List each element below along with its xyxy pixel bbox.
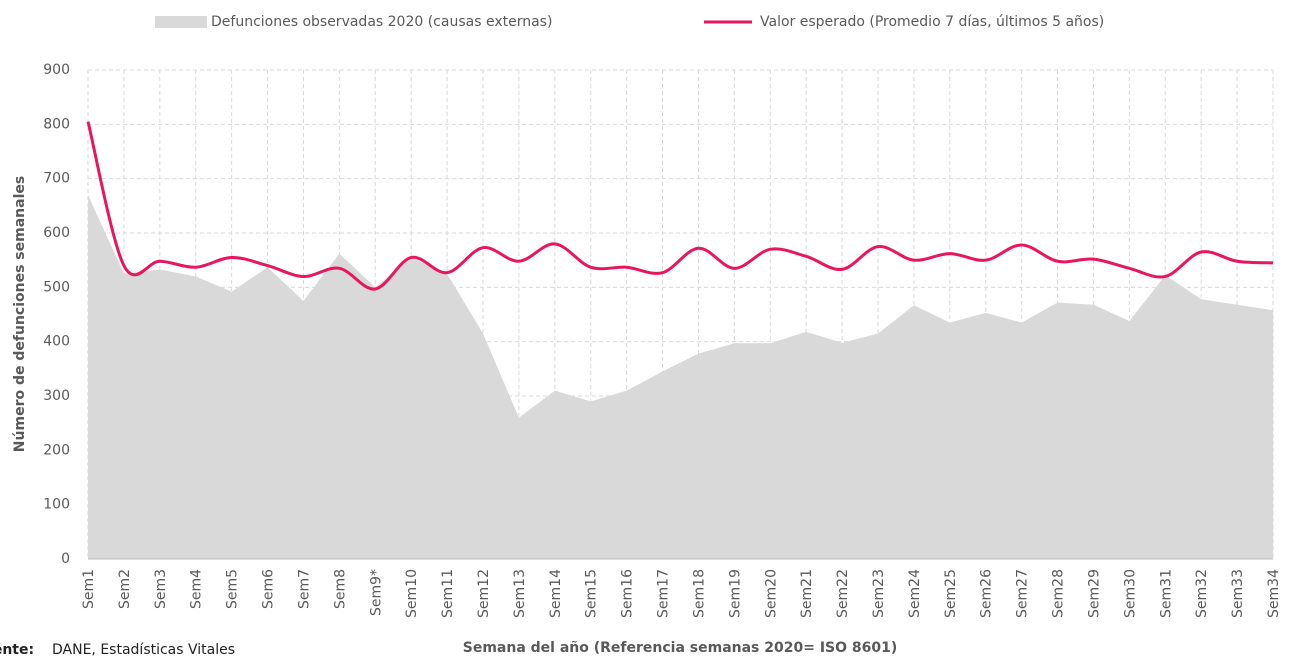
x-tick-label: Sem1 [81,569,97,609]
x-tick-label: Sem19 [727,569,743,618]
y-tick-label: 900 [43,62,70,78]
y-tick-label: 800 [43,116,70,132]
y-tick-label: 700 [43,171,70,187]
x-tick-label: Sem14 [548,569,564,618]
x-tick-label: Sem10 [404,569,420,618]
y-tick-label: 400 [43,334,70,350]
x-tick-label: Sem21 [799,569,815,618]
x-tick-label: Sem27 [1015,569,1031,618]
source-label: Fuente: [0,642,34,658]
x-tick-label: Sem33 [1230,569,1246,618]
x-tick-label: Sem26 [979,569,995,618]
x-tick-label: Sem4 [189,569,205,609]
x-tick-label: Sem34 [1266,569,1282,618]
line [86,121,1274,291]
x-tick-label: Sem29 [1086,569,1102,618]
x-tick-label: Sem30 [1122,569,1138,618]
x-tick-label: Sem25 [943,569,959,618]
x-tick-label: Sem28 [1051,569,1067,618]
legend-label: Valor esperado (Promedio 7 días, últimos… [760,14,1104,30]
x-tick-label: Sem18 [691,569,707,618]
x-tick-label: Sem15 [584,569,600,618]
y-tick-label: 100 [43,497,70,513]
x-tick-label: Sem20 [763,569,779,618]
x-tick-label: Sem9* [368,569,384,616]
x-tick-label: Sem31 [1158,569,1174,618]
legend-swatch [155,16,207,28]
x-tick-label: Sem16 [620,569,636,618]
y-tick-label: 500 [43,279,70,295]
x-tick-label: Sem2 [117,569,133,609]
x-tick-label: Sem5 [225,569,241,609]
y-tick-label: 600 [43,225,70,241]
legend-label: Defunciones observadas 2020 (causas exte… [211,14,552,30]
x-axis-title: Semana del año (Referencia semanas 2020=… [463,640,898,656]
area [88,194,1273,559]
x-tick-label: Sem6 [261,569,277,609]
y-tick-label: 300 [43,388,70,404]
y-axis-title: Número de defunciones semanales [12,176,28,452]
x-tick-label: Sem13 [512,569,528,618]
x-tick-label: Sem22 [835,569,851,618]
x-tick-label: Sem12 [476,569,492,618]
x-tick-label: Sem8 [332,569,348,609]
x-tick-label: Sem7 [296,569,312,609]
y-tick-label: 0 [61,551,70,567]
x-tick-label: Sem3 [153,569,169,609]
y-tick-label: 200 [43,442,70,458]
x-tick-label: Sem11 [440,569,456,618]
source: DANE, Estadísticas Vitales [52,642,235,658]
x-tick-label: Sem24 [907,569,923,618]
x-tick-label: Sem17 [656,569,672,618]
x-tick-label: Sem23 [871,569,887,618]
x-tick-label: Sem32 [1194,569,1210,618]
